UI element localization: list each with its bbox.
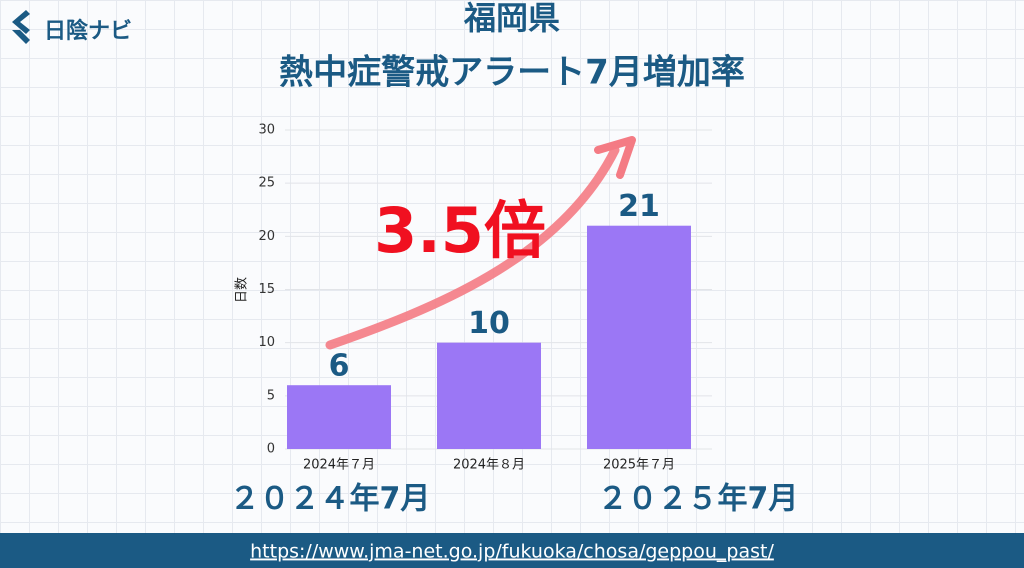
annotation: ２０２５年7月 [598, 482, 799, 517]
x-tick-label: 2024年７月 [303, 458, 375, 473]
value-label: 10 [468, 306, 510, 341]
y-tick-label: 0 [267, 442, 275, 457]
y-tick-label: 30 [258, 123, 275, 138]
bar [587, 225, 691, 449]
y-tick-label: 25 [258, 176, 275, 191]
footer-bar [0, 533, 1024, 568]
arrow-head [594, 136, 636, 179]
bar [437, 342, 541, 449]
chart-subtitle: 熱中症警戒アラート7月増加率 [279, 53, 745, 93]
logo: 日陰ナビ [44, 18, 132, 44]
value-label: 6 [329, 349, 350, 384]
x-tick-label: 2024年８月 [453, 458, 525, 473]
annotation: 3.5倍 [374, 194, 546, 267]
arrow [325, 145, 620, 350]
y-axis-label: 日数 [235, 277, 250, 303]
value-label: 21 [618, 189, 660, 224]
y-tick-label: 5 [267, 388, 275, 403]
chart-title: 福岡県 [463, 0, 560, 37]
logo-icon [12, 10, 30, 44]
source-link[interactable]: https://www.jma-net.go.jp/fukuoka/chosa/… [250, 541, 774, 563]
y-tick-label: 10 [258, 335, 275, 350]
bar [287, 385, 391, 449]
y-tick-label: 20 [258, 229, 275, 244]
y-tick-label: 15 [258, 282, 275, 297]
x-tick-label: 2025年７月 [603, 458, 675, 473]
annotation: ２０２４年7月 [230, 482, 431, 517]
